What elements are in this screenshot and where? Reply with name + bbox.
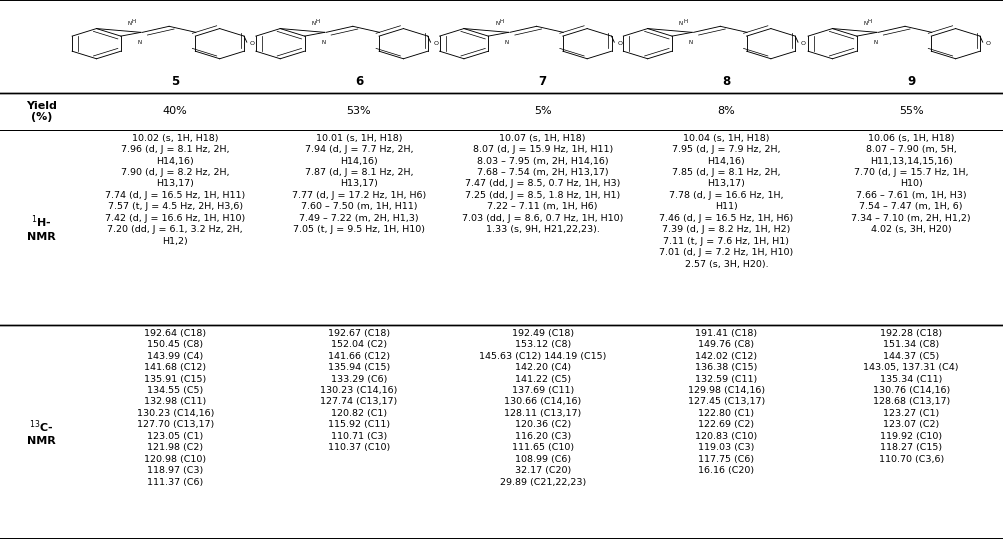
Text: N: N bbox=[688, 40, 692, 45]
Text: 192.28 (C18)
151.34 (C8)
144.37 (C5)
143.05, 137.31 (C4)
135.34 (C11)
130.76 (C1: 192.28 (C18) 151.34 (C8) 144.37 (C5) 143… bbox=[863, 329, 958, 464]
Text: 191.41 (C18)
149.76 (C8)
142.02 (C12)
136.38 (C15)
132.59 (C11)
129.98 (C14,16)
: 191.41 (C18) 149.76 (C8) 142.02 (C12) 13… bbox=[687, 329, 764, 475]
Text: 10.01 (s, 1H, H18)
7.94 (d, J = 7.7 Hz, 2H,
H14,16)
7.87 (d, J = 8.1 Hz, 2H,
H13: 10.01 (s, 1H, H18) 7.94 (d, J = 7.7 Hz, … bbox=[292, 134, 425, 234]
Text: Yield
(%): Yield (%) bbox=[26, 100, 57, 122]
Text: H: H bbox=[867, 19, 871, 24]
Text: 8: 8 bbox=[721, 75, 730, 88]
Text: O: O bbox=[250, 41, 255, 46]
Text: O: O bbox=[617, 41, 622, 46]
Text: 55%: 55% bbox=[898, 106, 923, 116]
Text: 192.49 (C18)
153.12 (C8)
145.63 (C12) 144.19 (C15)
142.20 (C4)
141.22 (C5)
137.6: 192.49 (C18) 153.12 (C8) 145.63 (C12) 14… bbox=[478, 329, 606, 487]
Text: H: H bbox=[498, 19, 503, 24]
Text: 10.07 (s, 1H, H18)
8.07 (d, J = 15.9 Hz, 1H, H11)
8.03 – 7.95 (m, 2H, H14,16)
7.: 10.07 (s, 1H, H18) 8.07 (d, J = 15.9 Hz,… bbox=[461, 134, 623, 234]
Text: 8%: 8% bbox=[717, 106, 734, 116]
Text: N: N bbox=[321, 40, 325, 45]
Text: N: N bbox=[311, 20, 315, 25]
Text: N: N bbox=[127, 20, 131, 25]
Text: N: N bbox=[863, 20, 867, 25]
Text: $^{1}$H-
NMR: $^{1}$H- NMR bbox=[27, 213, 56, 241]
Text: 9: 9 bbox=[906, 75, 915, 88]
Text: 10.06 (s, 1H, H18)
8.07 – 7.90 (m, 5H,
H11,13,14,15,16)
7.70 (d, J = 15.7 Hz, 1H: 10.06 (s, 1H, H18) 8.07 – 7.90 (m, 5H, H… bbox=[851, 134, 970, 234]
Text: 6: 6 bbox=[354, 75, 363, 88]
Text: $^{13}$C-
NMR: $^{13}$C- NMR bbox=[27, 418, 56, 446]
Text: N: N bbox=[137, 40, 141, 45]
Text: N: N bbox=[678, 20, 682, 25]
Text: H: H bbox=[315, 19, 319, 24]
Text: 10.02 (s, 1H, H18)
7.96 (d, J = 8.1 Hz, 2H,
H14,16)
7.90 (d, J = 8.2 Hz, 2H,
H13: 10.02 (s, 1H, H18) 7.96 (d, J = 8.1 Hz, … bbox=[105, 134, 245, 246]
Text: 7: 7 bbox=[538, 75, 547, 88]
Text: 10.04 (s, 1H, H18)
7.95 (d, J = 7.9 Hz, 2H,
H14,16)
7.85 (d, J = 8.1 Hz, 2H,
H13: 10.04 (s, 1H, H18) 7.95 (d, J = 7.9 Hz, … bbox=[659, 134, 792, 268]
Text: H: H bbox=[682, 19, 686, 24]
Text: 192.64 (C18)
150.45 (C8)
143.99 (C4)
141.68 (C12)
135.91 (C15)
134.55 (C5)
132.9: 192.64 (C18) 150.45 (C8) 143.99 (C4) 141… bbox=[136, 329, 214, 487]
Text: 5: 5 bbox=[171, 75, 180, 88]
Text: O: O bbox=[985, 41, 990, 46]
Text: N: N bbox=[494, 20, 498, 25]
Text: 40%: 40% bbox=[162, 106, 188, 116]
Text: 5%: 5% bbox=[534, 106, 551, 116]
Text: 192.67 (C18)
152.04 (C2)
141.66 (C12)
135.94 (C15)
133.29 (C6)
130.23 (C14,16)
1: 192.67 (C18) 152.04 (C2) 141.66 (C12) 13… bbox=[320, 329, 397, 452]
Text: O: O bbox=[433, 41, 438, 46]
Text: O: O bbox=[800, 41, 805, 46]
Text: N: N bbox=[873, 40, 877, 45]
Text: 53%: 53% bbox=[346, 106, 371, 116]
Text: H: H bbox=[131, 19, 135, 24]
Text: N: N bbox=[505, 40, 509, 45]
